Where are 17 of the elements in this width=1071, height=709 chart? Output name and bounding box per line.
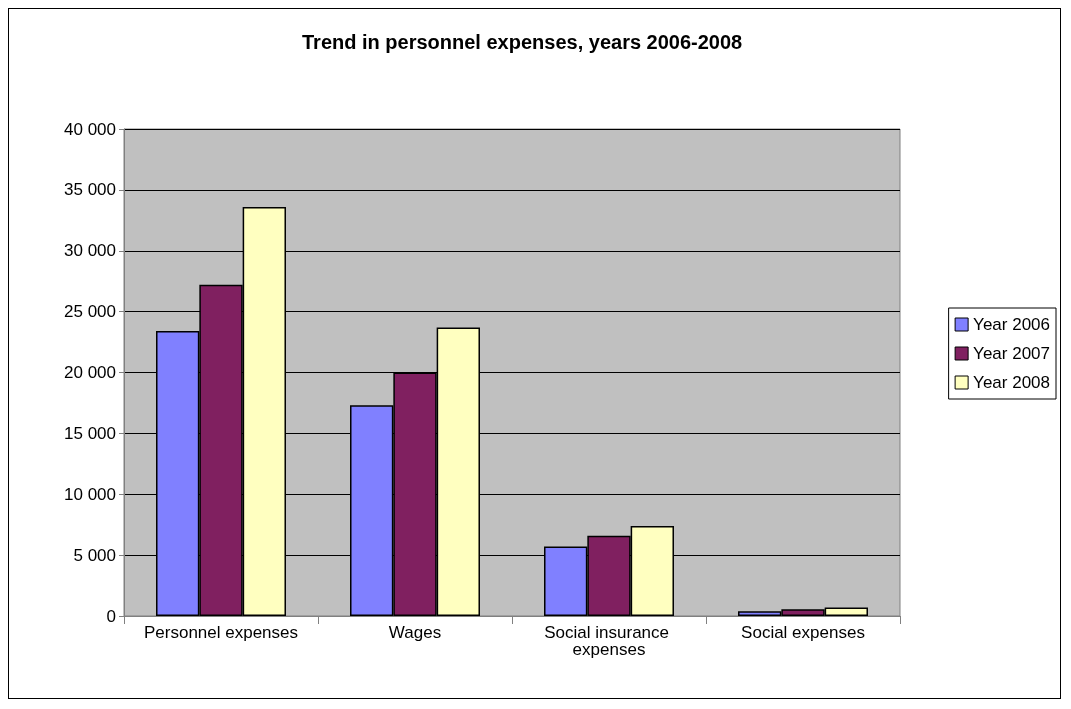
- y-tick-label: 10 000: [64, 484, 116, 504]
- y-tick-label: 5 000: [73, 545, 116, 565]
- y-tick-label: 0: [106, 606, 116, 626]
- legend-label: Year 2007: [973, 344, 1050, 363]
- x-tick-label: Wages: [388, 623, 442, 642]
- x-tick-label: Social expenses: [741, 623, 865, 642]
- x-tick-label: Social insurance expenses: [544, 623, 674, 659]
- y-tick-label: 35 000: [64, 180, 116, 200]
- y-tick-label: 30 000: [64, 241, 116, 261]
- y-tick-label: 40 000: [64, 119, 116, 139]
- x-tick-label: Personnel expenses: [143, 623, 299, 642]
- chart-title: Trend in personnel expenses, years 2006-2008: [302, 31, 743, 53]
- y-tick-label: 25 000: [64, 302, 116, 322]
- legend-label: Year 2008: [973, 373, 1050, 392]
- y-tick-label: 20 000: [64, 363, 116, 382]
- y-tick-label: 15 000: [64, 423, 116, 443]
- legend-label: Year 2006: [973, 315, 1050, 334]
